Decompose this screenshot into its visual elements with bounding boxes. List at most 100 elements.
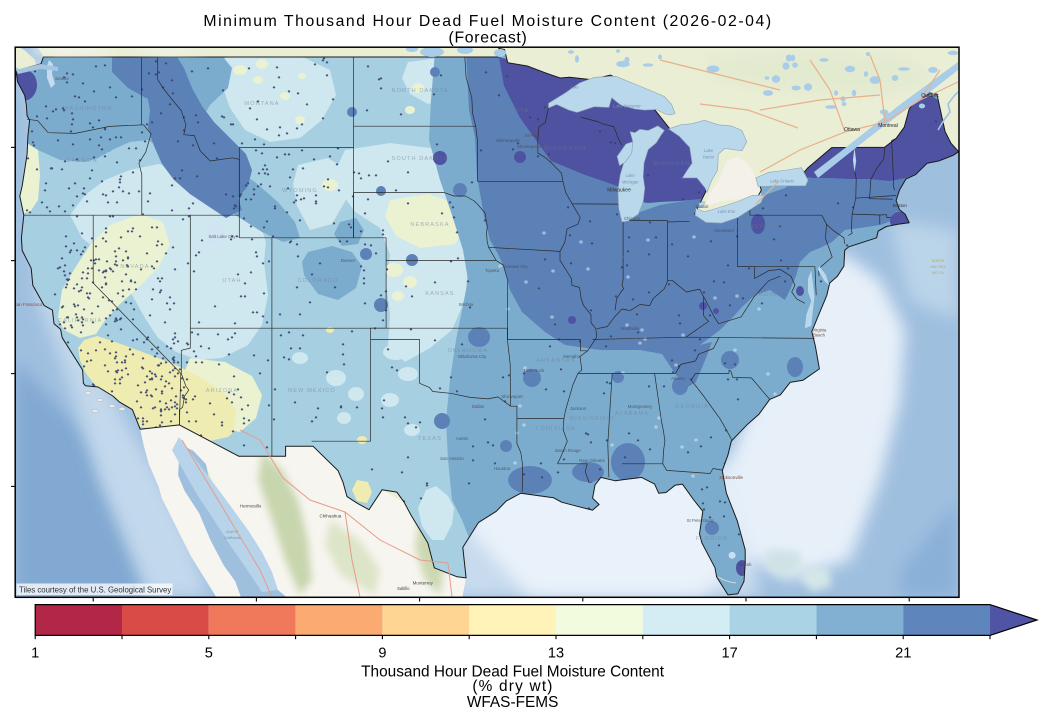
- svg-text:Boston: Boston: [893, 203, 908, 208]
- svg-text:17: 17: [721, 646, 737, 662]
- svg-text:New Orleans: New Orleans: [579, 458, 605, 463]
- svg-text:Wichita: Wichita: [459, 302, 474, 307]
- svg-text:1: 1: [31, 646, 39, 662]
- svg-text:SOUTH DAKOTA: SOUTH DAKOTA: [392, 156, 449, 162]
- svg-text:OKLAHOMA: OKLAHOMA: [448, 348, 489, 354]
- svg-text:NORTH DAKOTA: NORTH DAKOTA: [391, 88, 448, 94]
- svg-text:WFAS-FEMS: WFAS-FEMS: [467, 694, 559, 711]
- svg-text:California: California: [224, 535, 242, 540]
- svg-text:TEXAS: TEXAS: [418, 436, 442, 442]
- svg-text:Shreveport: Shreveport: [501, 394, 523, 399]
- svg-text:Salt Lake City: Salt Lake City: [208, 234, 236, 239]
- svg-text:Jacksonville: Jacksonville: [719, 475, 744, 480]
- svg-text:TENNESSEE: TENNESSEE: [600, 338, 644, 344]
- svg-text:Gulf of: Gulf of: [226, 529, 239, 534]
- svg-text:(Forecast): (Forecast): [449, 30, 528, 47]
- svg-text:KENTUCKY: KENTUCKY: [628, 308, 667, 314]
- svg-text:Saltillo: Saltillo: [397, 586, 410, 591]
- svg-text:Hermosillo: Hermosillo: [240, 503, 262, 508]
- svg-text:GEORGIA: GEORGIA: [675, 404, 709, 410]
- svg-text:9: 9: [378, 646, 386, 662]
- svg-text:5: 5: [205, 646, 213, 662]
- svg-text:Hialeah: Hialeah: [737, 562, 752, 567]
- svg-text:ALABAMA: ALABAMA: [615, 411, 649, 417]
- svg-text:FLORIDA: FLORIDA: [696, 536, 728, 542]
- svg-text:San Antonio: San Antonio: [440, 456, 464, 461]
- svg-text:Jackson: Jackson: [570, 406, 587, 411]
- svg-text:Montgomery: Montgomery: [628, 404, 653, 409]
- svg-text:Minneapolis: Minneapolis: [517, 144, 542, 149]
- svg-text:(% dry wt): (% dry wt): [472, 678, 553, 695]
- svg-text:Dallas: Dallas: [472, 404, 485, 409]
- svg-text:MINNESOTA: MINNESOTA: [487, 108, 530, 114]
- svg-text:San Francisco: San Francisco: [14, 302, 43, 307]
- svg-text:Monterrey: Monterrey: [413, 580, 434, 585]
- svg-text:Detroit: Detroit: [696, 204, 710, 209]
- svg-text:Houston: Houston: [494, 466, 511, 471]
- svg-text:NEW YORK: NEW YORK: [792, 196, 831, 202]
- svg-text:COLORADO: COLORADO: [298, 278, 339, 284]
- svg-text:Lake: Lake: [571, 86, 579, 90]
- svg-text:Lake: Lake: [704, 148, 714, 153]
- svg-text:Chicago: Chicago: [624, 216, 641, 221]
- svg-text:Oklahoma City: Oklahoma City: [458, 354, 488, 359]
- svg-text:KANSAS: KANSAS: [425, 291, 454, 297]
- svg-text:Lake: Lake: [626, 173, 636, 178]
- svg-text:WYOMING: WYOMING: [282, 188, 318, 194]
- svg-text:Quebec: Quebec: [921, 93, 939, 99]
- svg-text:MISSISSIPPI: MISSISSIPPI: [569, 416, 614, 422]
- svg-text:Topeka: Topeka: [485, 268, 500, 273]
- svg-text:Baton Rouge: Baton Rouge: [555, 448, 581, 453]
- svg-text:NEBRASKA: NEBRASKA: [410, 222, 449, 228]
- svg-text:MISSOURI: MISSOURI: [530, 286, 566, 292]
- svg-text:Thousand Hour Dead Fuel Moistu: Thousand Hour Dead Fuel Moisture Content: [361, 663, 665, 680]
- svg-text:Lake Superior: Lake Superior: [613, 103, 642, 108]
- svg-text:St Petersburg: St Petersburg: [687, 518, 714, 523]
- svg-text:NEVADA: NEVADA: [120, 264, 149, 270]
- svg-text:Kansas City: Kansas City: [504, 264, 528, 269]
- svg-text:NEW MEXICO: NEW MEXICO: [288, 388, 336, 394]
- svg-text:Lake Ontario: Lake Ontario: [770, 178, 795, 183]
- svg-text:21: 21: [895, 646, 911, 662]
- svg-text:VIRGINIA: VIRGINIA: [751, 292, 784, 298]
- svg-text:OHIO: OHIO: [655, 244, 674, 250]
- svg-text:Cleveland: Cleveland: [714, 228, 734, 233]
- svg-text:Austin: Austin: [456, 436, 469, 441]
- svg-text:UTAH: UTAH: [222, 278, 241, 284]
- svg-text:Montreal: Montreal: [878, 123, 897, 129]
- svg-text:Lake Erie: Lake Erie: [718, 209, 736, 214]
- svg-text:ILLINOIS: ILLINOIS: [562, 254, 594, 260]
- svg-text:ARKANSAS: ARKANSAS: [536, 358, 575, 364]
- svg-text:Chihuahua: Chihuahua: [319, 513, 341, 518]
- svg-text:NAT OV: NAT OV: [932, 271, 945, 275]
- svg-text:NORTH: NORTH: [932, 259, 945, 263]
- svg-text:IOWA: IOWA: [512, 218, 531, 224]
- svg-text:MICHIGAN: MICHIGAN: [654, 161, 691, 167]
- svg-text:IDAHO: IDAHO: [184, 171, 207, 177]
- svg-text:PENNSYLVANIA: PENNSYLVANIA: [734, 224, 789, 230]
- svg-text:Minneapolis: Minneapolis: [496, 138, 520, 143]
- svg-text:WISCONSIN: WISCONSIN: [544, 146, 586, 152]
- svg-text:Huron: Huron: [703, 155, 715, 160]
- svg-text:Nashville: Nashville: [621, 326, 639, 331]
- svg-text:Ottawa: Ottawa: [844, 127, 860, 133]
- svg-text:Milwaukee: Milwaukee: [607, 188, 631, 194]
- svg-text:St Paul: St Paul: [525, 133, 539, 138]
- svg-text:Michigan: Michigan: [622, 180, 639, 185]
- svg-text:INDIANA: INDIANA: [607, 254, 637, 260]
- svg-text:Memphis: Memphis: [563, 354, 582, 359]
- svg-text:Minimum Thousand Hour Dead Fue: Minimum Thousand Hour Dead Fuel Moisture…: [203, 13, 772, 30]
- svg-text:Denver: Denver: [341, 258, 356, 263]
- svg-text:CALIFORNIA: CALIFORNIA: [58, 318, 103, 324]
- svg-text:WASHINGTON: WASHINGTON: [63, 106, 112, 112]
- svg-text:Seattle: Seattle: [55, 76, 69, 81]
- svg-text:ARIZONA: ARIZONA: [206, 388, 239, 394]
- svg-text:13: 13: [548, 646, 564, 662]
- svg-text:OREGON: OREGON: [66, 158, 97, 164]
- svg-text:MONTANA: MONTANA: [244, 101, 279, 107]
- svg-text:Tiles courtesy of the U.S. Geo: Tiles courtesy of the U.S. Geological Su…: [19, 586, 171, 595]
- svg-text:Atlanta: Atlanta: [671, 376, 685, 381]
- svg-text:AND SEA: AND SEA: [930, 265, 946, 269]
- svg-text:LOUISIANA: LOUISIANA: [536, 426, 576, 432]
